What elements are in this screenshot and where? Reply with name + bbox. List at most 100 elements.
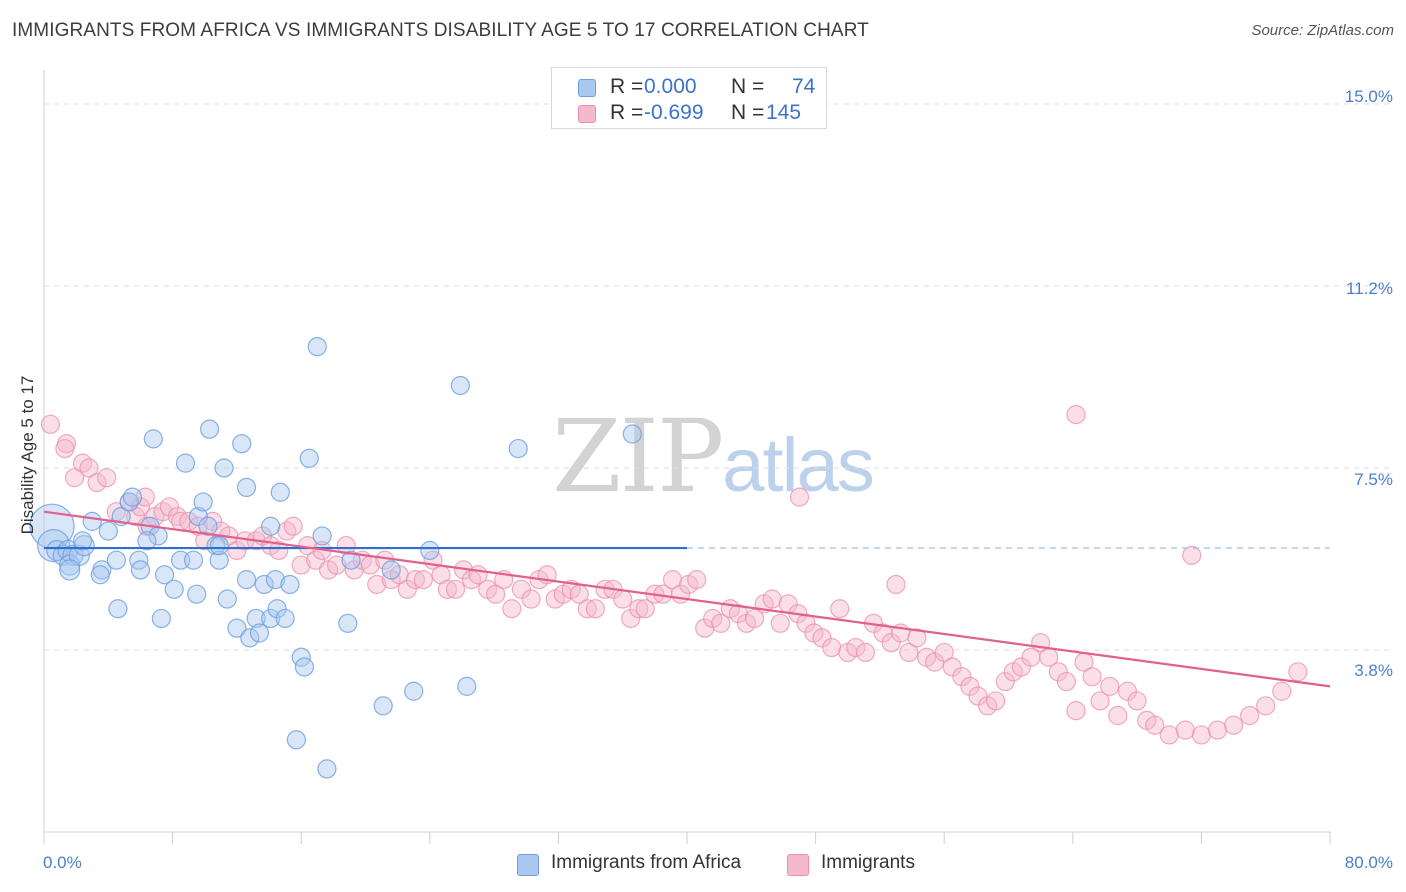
- africa-point: [175, 453, 196, 473]
- africa-point: [130, 560, 151, 580]
- africa-point: [151, 608, 171, 629]
- immigrants-point: [64, 468, 85, 488]
- r-label: R =: [610, 75, 644, 98]
- y-tick-label: 11.2%: [1346, 279, 1393, 298]
- immigrants-point: [629, 599, 649, 619]
- immigrants-point: [995, 671, 1015, 692]
- immigrants-point: [1082, 667, 1102, 687]
- immigrants-point: [437, 579, 458, 599]
- africa-point: [214, 458, 234, 478]
- africa-point: [254, 574, 274, 595]
- africa-point: [82, 511, 102, 531]
- africa-point: [183, 550, 204, 570]
- africa-point: [450, 375, 470, 396]
- africa-point: [108, 599, 128, 619]
- africa-point: [236, 477, 257, 498]
- r-value: 0.000: [644, 75, 697, 98]
- immigrants-point: [744, 608, 765, 629]
- immigrants-point: [1272, 681, 1292, 701]
- immigrants-trend-line: [43, 510, 1331, 688]
- y-tick-label: 7.5%: [1354, 470, 1393, 489]
- immigrants-point: [1108, 705, 1128, 726]
- africa-point: [270, 482, 290, 502]
- immigrants-point: [1223, 715, 1244, 735]
- immigrants-point: [336, 536, 356, 556]
- immigrants-point: [413, 570, 433, 590]
- africa-point: [90, 565, 110, 585]
- n-label: N =: [731, 75, 765, 98]
- immigrants-point: [687, 570, 707, 590]
- immigrants-point: [968, 686, 988, 706]
- immigrants-swatch: [578, 105, 596, 123]
- y-axis-label: Disability Age 5 to 17: [18, 375, 37, 535]
- immigrants-point: [326, 555, 347, 575]
- immigrants-point: [1175, 720, 1195, 740]
- immigrants-point: [1191, 725, 1212, 745]
- africa-point: [261, 516, 281, 536]
- africa-point: [341, 550, 361, 570]
- immigrants-point: [195, 531, 215, 551]
- africa-point: [294, 657, 315, 677]
- immigrants-point: [1066, 701, 1086, 721]
- immigrants-point: [881, 633, 901, 653]
- immigrants-point: [1117, 681, 1138, 701]
- africa-point: [164, 579, 184, 599]
- immigrants-point: [97, 468, 117, 488]
- immigrants-point: [960, 676, 980, 696]
- chart-title: IMMIGRANTS FROM AFRICA VS IMMIGRANTS DIS…: [12, 20, 869, 41]
- n-value: 74: [792, 75, 816, 98]
- immigrants-point: [762, 589, 782, 609]
- immigrants-point: [770, 613, 790, 633]
- immigrants-point: [1288, 662, 1308, 682]
- immigrants-point: [79, 458, 99, 478]
- immigrants-point: [1256, 696, 1276, 716]
- immigrants-point: [367, 574, 387, 595]
- africa-point: [227, 618, 247, 638]
- africa-point: [209, 550, 229, 570]
- immigrants-point: [621, 608, 641, 629]
- africa-point: [122, 487, 143, 507]
- africa-point: [209, 536, 229, 556]
- africa-point: [307, 337, 327, 357]
- immigrants-point: [55, 438, 75, 459]
- chart-source: Source: ZipAtlas.com: [1251, 22, 1394, 39]
- africa-point: [187, 584, 207, 604]
- africa-point: [280, 574, 300, 595]
- africa-point: [232, 434, 252, 454]
- africa-point: [129, 550, 149, 570]
- africa-point: [267, 599, 287, 619]
- immigrants-point: [227, 540, 247, 561]
- immigrants-point: [502, 599, 522, 619]
- africa-point: [312, 526, 332, 546]
- africa-point: [106, 550, 126, 570]
- africa-point: [73, 535, 95, 557]
- africa-point: [59, 559, 81, 581]
- y-tick-label: 3.8%: [1354, 661, 1393, 680]
- immigrants-point: [1056, 671, 1076, 692]
- immigrants-point: [1127, 691, 1147, 711]
- legend-row-immigrants: R = -0.699 N = 145: [552, 101, 826, 127]
- immigrants-point: [306, 550, 326, 570]
- africa-point: [338, 613, 358, 633]
- correlation-legend: R = 0.000 N = 74 R = -0.699 N = 145: [551, 67, 827, 129]
- immigrants-point: [986, 691, 1006, 711]
- immigrants-point: [1100, 676, 1120, 696]
- immigrants-point: [1207, 720, 1228, 740]
- africa-swatch: [578, 79, 596, 97]
- n-label: N =: [731, 101, 765, 124]
- r-value: -0.699: [644, 101, 704, 124]
- immigrants-point: [886, 574, 906, 595]
- africa-point: [317, 759, 337, 779]
- immigrants-point: [942, 657, 962, 677]
- africa-legend-swatch: [517, 854, 539, 876]
- immigrants-point: [1159, 725, 1179, 745]
- immigrants-point: [846, 637, 866, 658]
- n-value: 145: [766, 101, 802, 124]
- africa-legend-label: Immigrants from Africa: [551, 852, 742, 873]
- immigrants-legend-label: Immigrants: [821, 852, 915, 873]
- y-tick-label: 15.0%: [1344, 87, 1393, 106]
- immigrants-point: [1240, 705, 1260, 726]
- africa-point: [137, 531, 157, 551]
- immigrants-point: [613, 589, 633, 609]
